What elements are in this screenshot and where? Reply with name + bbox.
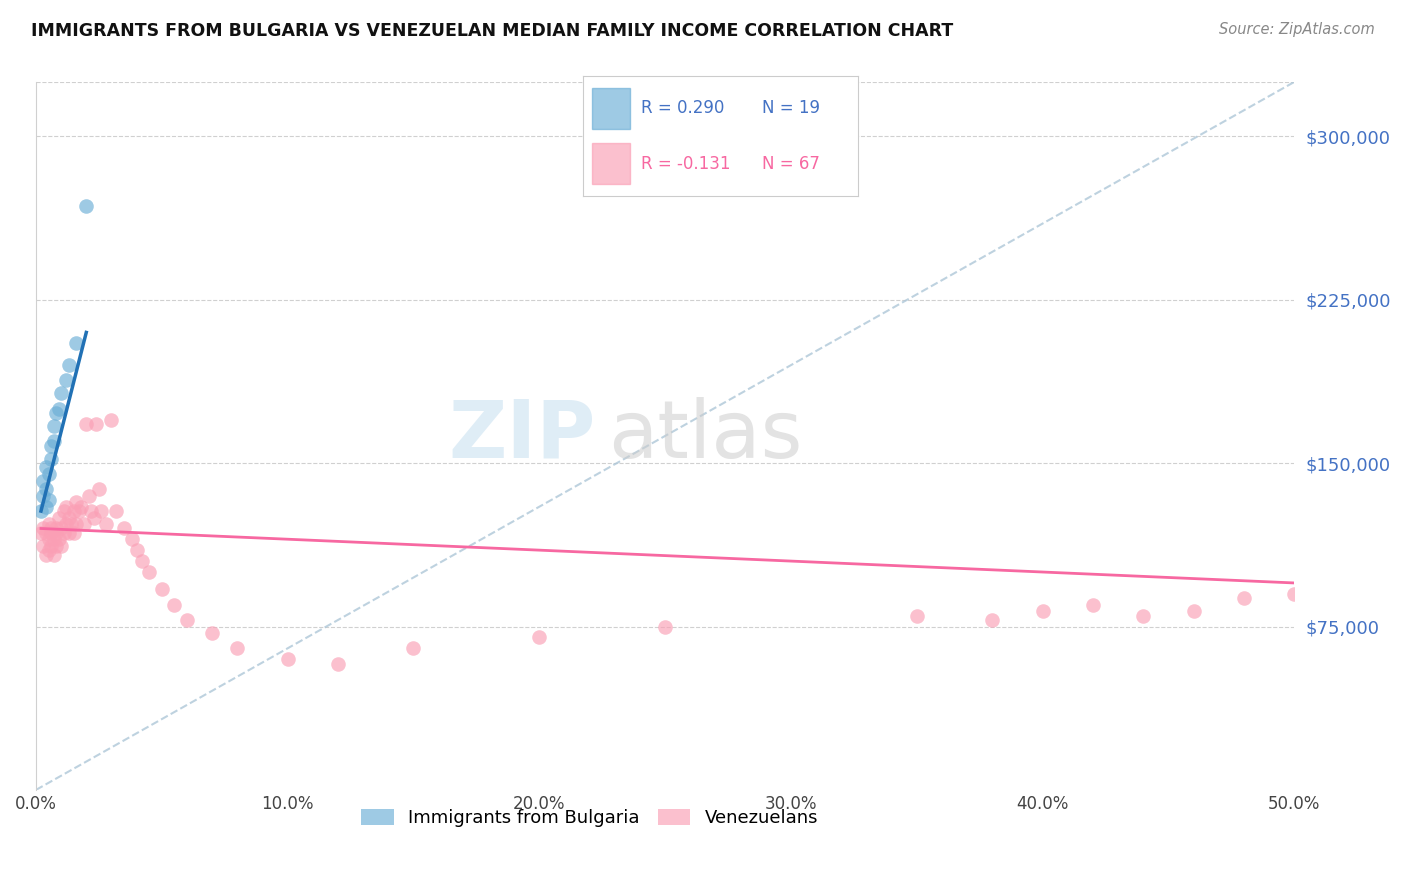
Point [121, 533, 143, 547]
Point [277, 652, 299, 666]
Point [55, 373, 77, 387]
Legend: Immigrants from Bulgaria, Venezuelans: Immigrants from Bulgaria, Venezuelans [354, 801, 825, 834]
Point [39, 525, 62, 540]
Point [529, 631, 551, 645]
Point [83, 510, 105, 524]
Point [326, 657, 349, 671]
Point [73, 517, 96, 532]
Point [86, 417, 108, 431]
Point [87, 483, 110, 497]
Point [70, 500, 93, 514]
Point [42, 419, 65, 434]
Point [100, 412, 122, 426]
Point [38, 467, 60, 481]
Point [163, 598, 186, 612]
Text: Source: ZipAtlas.com: Source: ZipAtlas.com [1219, 22, 1375, 37]
Point [32, 521, 55, 535]
Point [38, 493, 60, 508]
Point [49, 539, 72, 553]
Point [65, 495, 87, 509]
Point [35, 483, 58, 497]
Point [201, 626, 224, 640]
Point [39, 451, 62, 466]
Point [35, 500, 58, 514]
Point [32, 489, 55, 503]
Text: N = 67: N = 67 [762, 154, 820, 173]
Point [402, 641, 425, 656]
Point [981, 613, 1004, 627]
Point [58, 525, 80, 540]
Point [39, 539, 62, 553]
Point [35, 525, 58, 540]
Point [1233, 591, 1256, 606]
Point [654, 619, 676, 633]
Text: R = -0.131: R = -0.131 [641, 154, 731, 173]
Point [60, 517, 83, 532]
Point [30, 504, 52, 518]
Point [45, 539, 67, 553]
Point [77, 489, 100, 503]
Point [45, 521, 67, 535]
Point [58, 358, 80, 372]
Point [55, 517, 77, 532]
Point [35, 460, 58, 475]
Text: atlas: atlas [609, 397, 803, 475]
Point [62, 504, 84, 518]
Text: IMMIGRANTS FROM BULGARIA VS VENEZUELAN MEDIAN FAMILY INCOME CORRELATION CHART: IMMIGRANTS FROM BULGARIA VS VENEZUELAN M… [31, 22, 953, 40]
Point [39, 439, 62, 453]
Point [49, 521, 72, 535]
Point [105, 504, 128, 518]
Point [1132, 608, 1154, 623]
Point [65, 517, 87, 532]
Point [42, 434, 65, 449]
Point [67, 504, 90, 518]
Point [176, 613, 198, 627]
Point [45, 406, 67, 420]
Bar [592, 87, 630, 128]
Point [65, 336, 87, 351]
Point [52, 525, 75, 540]
Point [138, 565, 160, 579]
Point [905, 608, 928, 623]
Text: ZIP: ZIP [449, 397, 596, 475]
Point [52, 504, 75, 518]
Point [45, 525, 67, 540]
Point [75, 417, 97, 431]
Point [42, 548, 65, 562]
Point [96, 517, 118, 532]
Point [30, 525, 52, 540]
Point [48, 401, 70, 416]
Point [35, 548, 58, 562]
Point [49, 386, 72, 401]
Point [38, 543, 60, 558]
Point [58, 510, 80, 524]
Point [32, 539, 55, 553]
Point [1081, 598, 1104, 612]
Bar [592, 144, 630, 185]
Point [125, 543, 148, 558]
Text: N = 19: N = 19 [762, 99, 820, 118]
Text: R = 0.290: R = 0.290 [641, 99, 724, 118]
Point [1284, 587, 1306, 601]
Point [62, 525, 84, 540]
Point [42, 533, 65, 547]
Point [1182, 604, 1205, 618]
Point [112, 521, 135, 535]
Point [131, 554, 153, 568]
Point [38, 517, 60, 532]
Point [32, 474, 55, 488]
Point [90, 504, 112, 518]
Point [80, 504, 103, 518]
Point [48, 533, 70, 547]
Point [75, 199, 97, 213]
Point [226, 641, 249, 656]
Point [1032, 604, 1054, 618]
Point [48, 510, 70, 524]
Point [55, 500, 77, 514]
Point [38, 533, 60, 547]
Point [39, 521, 62, 535]
Point [150, 582, 173, 597]
